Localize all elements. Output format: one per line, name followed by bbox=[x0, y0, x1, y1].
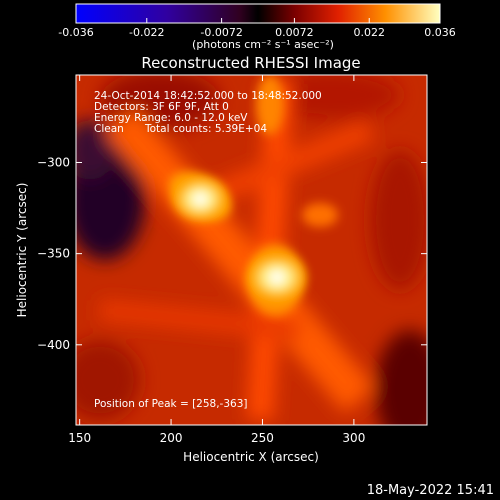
colorbar-tick-label: -0.0072 bbox=[200, 26, 242, 39]
y-tick-label: −300 bbox=[37, 156, 70, 170]
colorbar-tick-label: 0.0072 bbox=[275, 26, 314, 39]
x-tick-label: 300 bbox=[342, 431, 365, 445]
source-peak bbox=[268, 270, 286, 285]
colorbar-tick-label: -0.022 bbox=[129, 26, 164, 39]
y-tick-label: −400 bbox=[37, 338, 70, 352]
x-axis-label: Heliocentric X (arcsec) bbox=[183, 450, 319, 464]
plot-frame bbox=[75, 74, 428, 426]
annotation-peak: Position of Peak = [258,-363] bbox=[94, 398, 248, 410]
annotation-block: 24-Oct-2014 18:42:52.000 to 18:48:52.000… bbox=[94, 90, 322, 410]
annotation-energy: Energy Range: 6.0 - 12.0 keV bbox=[94, 112, 248, 124]
colorbar-tick-label: 0.022 bbox=[353, 26, 385, 39]
colorbar-tick-label: -0.036 bbox=[58, 26, 93, 39]
footer-date: 18-May-2022 15:41 bbox=[367, 483, 494, 498]
flare-source bbox=[173, 177, 227, 221]
x-tick-label: 150 bbox=[68, 431, 91, 445]
annotation-method: Clean bbox=[94, 123, 124, 135]
colorbar-tick-label: 0.036 bbox=[424, 26, 456, 39]
chart-title: Reconstructed RHESSI Image bbox=[141, 54, 360, 72]
annotation-detectors: Detectors: 3F 6F 9F, Att 0 bbox=[94, 101, 229, 113]
colorbar bbox=[75, 3, 441, 24]
image-plot bbox=[76, 75, 427, 425]
flare-source bbox=[248, 253, 306, 301]
x-tick-label: 200 bbox=[160, 431, 183, 445]
annotation-time: 24-Oct-2014 18:42:52.000 to 18:48:52.000 bbox=[94, 90, 322, 102]
flare-sources bbox=[173, 177, 306, 301]
y-axis-label: Heliocentric Y (arcsec) bbox=[15, 183, 29, 318]
source-peak bbox=[192, 192, 208, 206]
colorbar-unit: (photons cm⁻² s⁻¹ asec⁻²) bbox=[192, 38, 334, 51]
annotation-counts: Total counts: 5.39E+04 bbox=[144, 123, 267, 135]
y-axis: −300 −350 −400 bbox=[37, 156, 427, 352]
colorbar-ticks: -0.036 -0.022 -0.0072 0.0072 0.022 0.036 bbox=[58, 18, 456, 39]
y-tick-label: −350 bbox=[37, 247, 70, 261]
x-axis: 150 200 250 300 bbox=[68, 75, 365, 445]
x-tick-label: 250 bbox=[251, 431, 274, 445]
